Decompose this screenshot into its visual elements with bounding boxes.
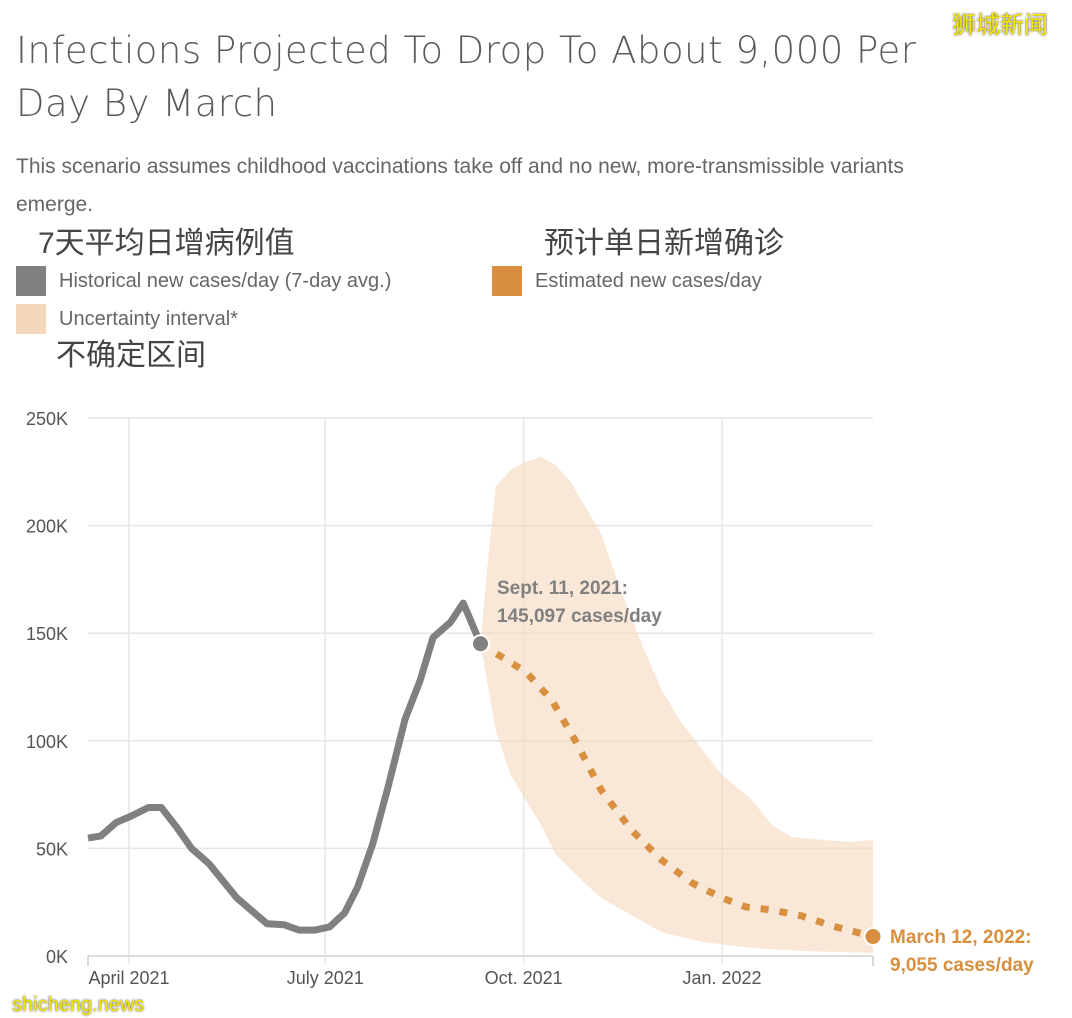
annotation-date: March 12, 2022: [890,927,1032,948]
y-tick-label: 50K [36,839,68,859]
watermark-bottom-left: shicheng.news [12,994,145,1016]
legend-label: Historical new cases/day (7-day avg.) [59,270,392,292]
historical-line [87,599,484,934]
y-tick-label: 0K [46,947,68,967]
overlay-uncertainty-cn: 不确定区间 [56,339,206,372]
chart-subtitle: This scenario assumes childhood vaccinat… [16,155,904,216]
legend-label: Uncertainty interval* [59,308,238,330]
legend-swatch-uncertainty [16,304,46,334]
annotation-value: 9,055 cases/day [890,955,1034,976]
chart-title: Infections Projected To Drop To About 9,… [16,29,917,125]
annotation-value: 145,097 cases/day [497,606,662,627]
y-tick-label: 150K [26,624,68,644]
legend-estimated: Estimated new cases/day [492,266,762,296]
estimated-line [478,640,874,940]
x-tick-label: July 2021 [287,968,364,988]
x-tick-label: April 2021 [88,968,169,988]
legend-uncertainty: Uncertainty interval* [16,304,238,334]
x-tick-label: Jan. 2022 [682,968,761,988]
legend-swatch-estimated [492,266,522,296]
overlay-estimated-cn: 预计单日新增确诊 [544,227,784,260]
overlay-historical-cn: 7天平均日增病例值 [38,227,295,260]
uncertainty-band [480,456,873,953]
annotation-date: Sept. 11, 2021: [497,578,628,599]
legend-label: Estimated new cases/day [535,270,762,292]
last-historical-point [471,634,490,654]
watermark-top-right: 狮城新闻 [952,12,1048,39]
y-tick-label: 100K [26,732,68,752]
y-tick-label: 250K [26,409,68,429]
y-tick-label: 200K [26,517,68,537]
legend-swatch-historical [16,266,46,296]
legend-historical: Historical new cases/day (7-day avg.) [16,266,391,296]
final-estimate-point [863,927,883,947]
x-tick-label: Oct. 2021 [485,968,563,988]
